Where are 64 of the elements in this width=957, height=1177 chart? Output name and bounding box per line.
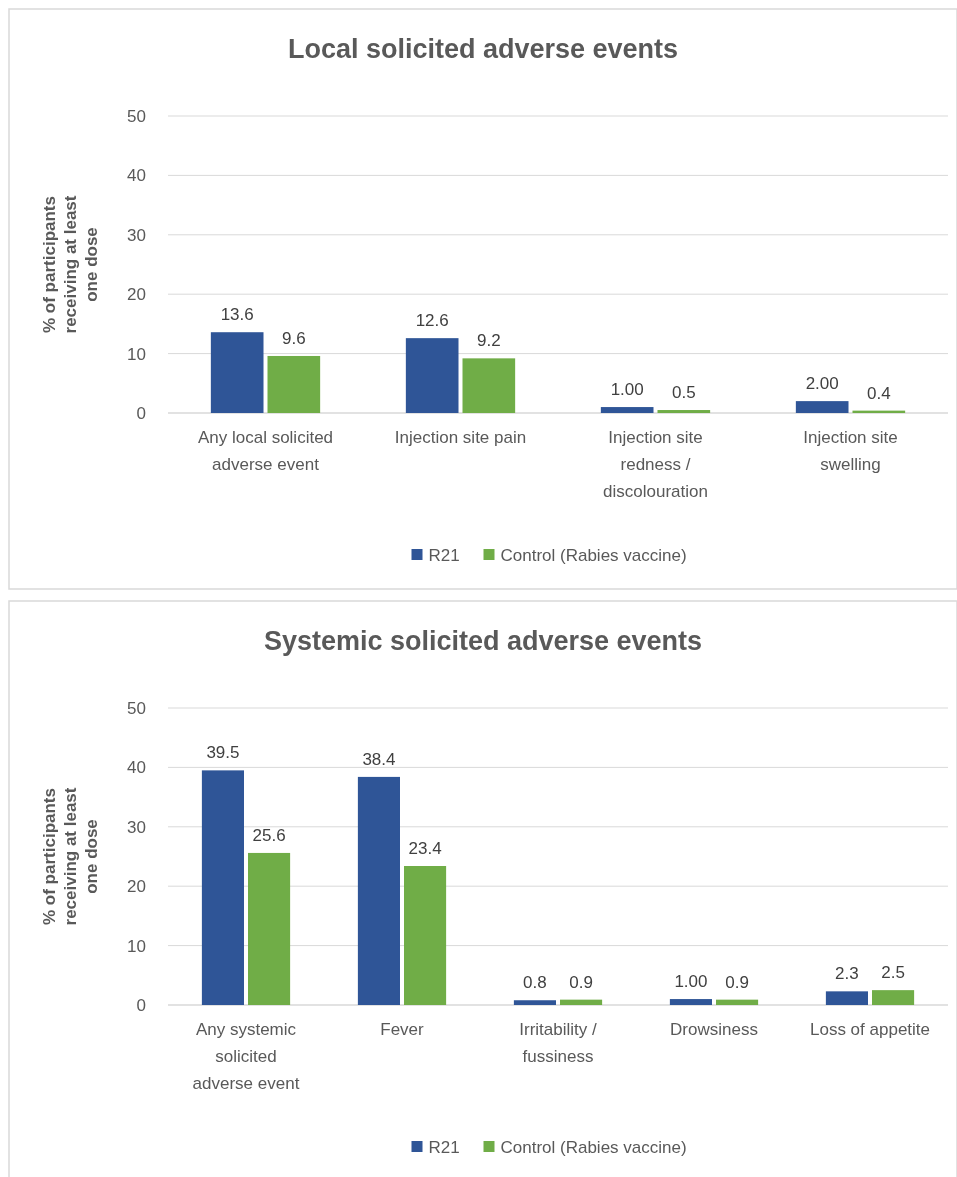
data-label: 9.6 <box>282 328 306 348</box>
x-tick-label: Loss of appetite <box>809 1020 931 1039</box>
legend-label: R21 <box>428 545 460 565</box>
data-label: 38.4 <box>362 749 396 769</box>
chart-title: Systemic solicited adverse events <box>263 626 703 656</box>
x-tick-label: Injection site redness / discolouration <box>603 428 708 501</box>
bar <box>600 407 654 413</box>
bar <box>405 338 459 413</box>
y-tick-label: 20 <box>127 877 146 897</box>
bar <box>267 355 321 413</box>
bar <box>357 776 400 1005</box>
bar <box>872 990 915 1005</box>
bar <box>248 852 291 1005</box>
bar <box>669 999 712 1005</box>
data-label: 2.3 <box>835 964 859 984</box>
x-tick-label: Any local solicited adverse event <box>197 428 334 474</box>
y-tick-label: 0 <box>136 403 146 423</box>
y-tick-label: 10 <box>127 936 146 956</box>
data-label: 9.2 <box>477 331 501 351</box>
bar <box>404 866 447 1005</box>
y-tick-label: 20 <box>127 285 146 305</box>
bar <box>657 410 711 413</box>
legend-label: Control (Rabies vaccine) <box>500 1137 687 1157</box>
x-tick-label: Injection site pain <box>394 428 527 447</box>
x-tick-label: Any systemic solicited adverse event <box>192 1020 300 1093</box>
data-label: 12.6 <box>415 311 449 331</box>
x-tick-label: Drowsiness <box>670 1020 758 1039</box>
bar <box>825 991 868 1005</box>
y-tick-label: 30 <box>127 817 146 837</box>
data-label: 0.4 <box>867 383 891 403</box>
y-tick-label: 30 <box>127 225 146 245</box>
bar <box>716 999 759 1005</box>
bar <box>210 332 264 413</box>
bar <box>795 401 849 413</box>
data-label: 39.5 <box>206 743 240 763</box>
legend-label: Control (Rabies vaccine) <box>500 545 687 565</box>
bar <box>560 999 603 1005</box>
y-tick-label: 0 <box>136 995 146 1015</box>
data-label: 0.9 <box>725 972 749 992</box>
legend-label: R21 <box>428 1137 460 1157</box>
bar <box>462 358 516 413</box>
y-axis-title: % of participants receiving at least one dose <box>40 787 101 926</box>
data-label: 2.00 <box>805 374 839 394</box>
data-label: 1.00 <box>610 380 644 400</box>
x-tick-label: Irritability / fussiness <box>519 1020 597 1066</box>
x-tick-label: Fever <box>380 1020 425 1039</box>
y-axis-title: % of participants receiving at least one dose <box>40 195 101 334</box>
x-tick-label: Injection site swelling <box>803 428 898 474</box>
data-label: 23.4 <box>408 839 442 858</box>
bar <box>201 770 244 1005</box>
data-label: 13.6 <box>220 305 254 325</box>
y-tick-label: 50 <box>127 698 146 718</box>
y-tick-label: 10 <box>127 344 146 364</box>
chart-title: Local solicited adverse events <box>287 34 679 64</box>
data-label: 0.9 <box>569 972 593 992</box>
data-label: 1.00 <box>674 972 708 992</box>
data-label: 25.6 <box>252 825 286 845</box>
y-tick-label: 50 <box>127 106 146 126</box>
data-label: 0.8 <box>523 973 547 993</box>
y-tick-label: 40 <box>127 166 146 186</box>
bar <box>513 1000 556 1005</box>
data-label: 0.5 <box>672 383 696 403</box>
y-tick-label: 40 <box>127 758 146 778</box>
data-label: 2.5 <box>881 963 905 983</box>
